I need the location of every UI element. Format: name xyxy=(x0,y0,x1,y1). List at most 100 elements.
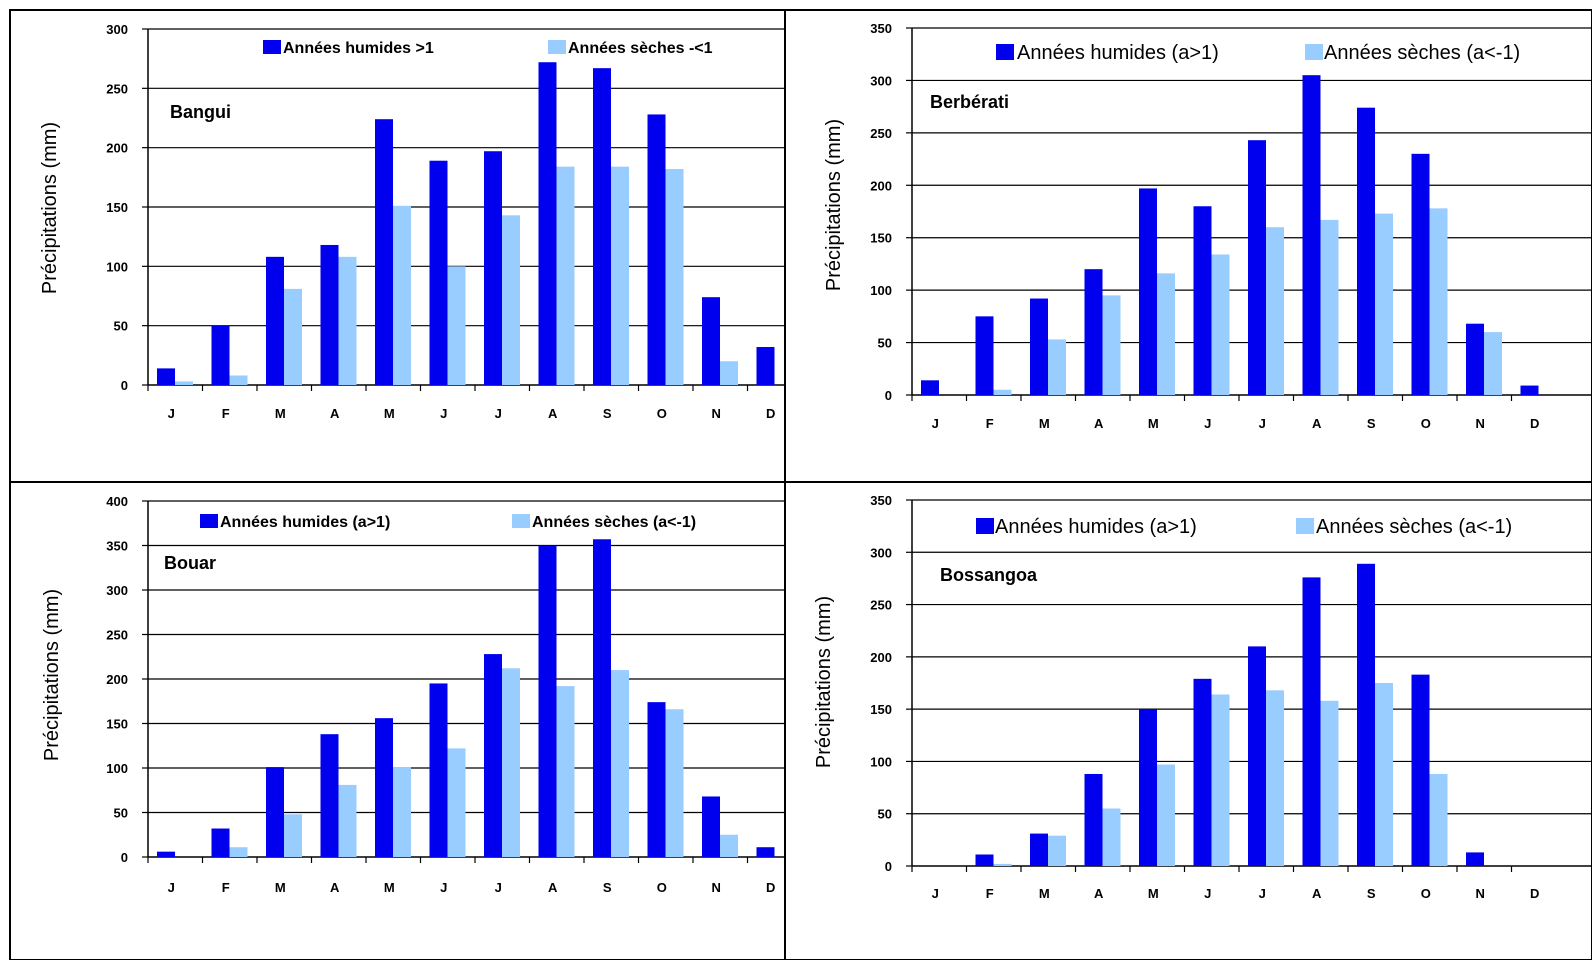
legend-label-dry: Années sèches (a<-1) xyxy=(532,514,696,531)
bar-dry-a-8 xyxy=(1320,700,1339,866)
x-tick-label: A xyxy=(330,406,340,421)
x-tick-label: M xyxy=(1039,416,1050,431)
x-tick-label: O xyxy=(1421,416,1431,431)
x-tick-label: F xyxy=(986,416,994,431)
legend-swatch-wet xyxy=(200,514,218,528)
y-tick-label: 150 xyxy=(106,717,128,732)
bar-dry-s-9 xyxy=(611,166,629,385)
bar-wet-j-6 xyxy=(429,160,448,385)
bar-wet-j-7 xyxy=(1248,140,1266,395)
chart-panel-berberati: 0 50 100 150 200 250 300 350 J F M A M J J A S O N D Précipi… xyxy=(784,9,1592,483)
y-axis-label: Précipitations (mm) xyxy=(813,596,835,768)
bar-wet-a-8 xyxy=(1302,577,1321,866)
y-tick-label: 100 xyxy=(106,259,128,274)
bar-dry-a-4 xyxy=(338,784,357,857)
bar-dry-n-11 xyxy=(720,361,738,385)
bar-wet-o-10 xyxy=(1411,153,1430,395)
chart-panel-bossangoa: 0 50 100 150 200 250 300 350 J F M A M J J A S O N D Précipi… xyxy=(784,481,1592,960)
y-axis-label: Précipitations (mm) xyxy=(41,589,63,761)
y-tick-label: 350 xyxy=(106,539,128,554)
x-tick-label: D xyxy=(1530,416,1539,431)
x-tick-label: J xyxy=(440,406,447,421)
bar-wet-m-5 xyxy=(1139,709,1157,866)
x-tick-label: S xyxy=(1367,416,1376,431)
bar-wet-m-3 xyxy=(1030,833,1048,866)
bar-dry-j-7 xyxy=(1266,227,1284,395)
bar-dry-m-5 xyxy=(1157,273,1175,395)
x-tick-label: O xyxy=(657,406,667,421)
bar-dry-j-7 xyxy=(1266,690,1284,866)
y-tick-label: 400 xyxy=(106,494,128,509)
x-tick-label: O xyxy=(1421,886,1431,901)
bar-wet-j-7 xyxy=(1248,646,1266,866)
bar-dry-m-5 xyxy=(393,205,411,385)
x-tick-label: D xyxy=(1530,886,1539,901)
bar-wet-m-5 xyxy=(1139,188,1157,395)
y-tick-label: 0 xyxy=(121,850,128,865)
bar-dry-f-2 xyxy=(229,375,248,385)
x-tick-label: M xyxy=(1039,886,1050,901)
y-tick-label: 300 xyxy=(870,73,892,88)
bar-wet-m-3 xyxy=(1030,298,1048,395)
x-tick-label: D xyxy=(766,406,775,421)
y-tick-label: 350 xyxy=(870,21,892,36)
bar-dry-o-10 xyxy=(665,169,684,385)
x-tick-label: F xyxy=(222,880,230,895)
y-tick-label: 250 xyxy=(106,81,128,96)
bar-wet-m-3 xyxy=(266,767,284,857)
legend-label-dry: Années sèches -<1 xyxy=(568,40,713,57)
bar-dry-j-6 xyxy=(447,266,466,385)
bar-wet-f-2 xyxy=(975,854,994,866)
y-tick-label: 300 xyxy=(106,22,128,37)
x-tick-label: M xyxy=(384,406,395,421)
bar-wet-j-7 xyxy=(484,654,502,857)
bar-dry-j-7 xyxy=(502,215,520,385)
y-tick-label: 0 xyxy=(885,859,892,874)
bars-group xyxy=(921,75,1539,395)
x-tick-label: D xyxy=(766,880,775,895)
y-tick-label: 0 xyxy=(885,388,892,403)
bar-wet-a-8 xyxy=(538,62,557,386)
legend-label-dry: Années sèches (a<-1) xyxy=(1316,516,1512,538)
bar-wet-f-2 xyxy=(211,325,230,385)
x-tick-label: M xyxy=(275,406,286,421)
legend-swatch-wet xyxy=(996,44,1014,60)
bar-dry-m-3 xyxy=(1048,339,1066,395)
bar-wet-f-2 xyxy=(211,828,230,857)
bar-wet-s-9 xyxy=(593,539,611,857)
x-tick-label: A xyxy=(330,880,340,895)
bar-dry-m-3 xyxy=(284,814,302,857)
x-tick-label: S xyxy=(1367,886,1376,901)
x-tick-label: J xyxy=(1259,886,1266,901)
x-tick-label: M xyxy=(275,880,286,895)
x-tick-label: J xyxy=(932,886,939,901)
bar-dry-n-11 xyxy=(720,834,738,857)
bar-wet-m-5 xyxy=(375,718,393,857)
y-tick-label: 50 xyxy=(114,319,128,334)
x-tick-label: J xyxy=(1204,886,1211,901)
y-tick-label: 150 xyxy=(106,200,128,215)
bar-wet-s-9 xyxy=(1357,107,1375,395)
x-tick-label: F xyxy=(986,886,994,901)
y-tick-label: 250 xyxy=(870,598,892,613)
x-tick-label: S xyxy=(603,880,612,895)
x-tick-label: O xyxy=(657,880,667,895)
legend-swatch-dry xyxy=(548,40,566,54)
bar-dry-f-2 xyxy=(993,863,1012,866)
bar-wet-a-4 xyxy=(320,244,339,385)
station-name: Bouar xyxy=(164,553,216,573)
bar-dry-j-7 xyxy=(502,668,520,857)
bar-dry-j-1 xyxy=(175,381,193,385)
bar-wet-o-10 xyxy=(647,702,666,857)
x-tick-label: A xyxy=(1094,886,1104,901)
bar-dry-a-4 xyxy=(338,256,357,385)
x-tick-label: A xyxy=(1094,416,1104,431)
bar-wet-j-1 xyxy=(157,368,175,385)
x-tick-label: M xyxy=(384,880,395,895)
y-tick-label: 300 xyxy=(106,583,128,598)
x-tick-label: J xyxy=(1204,416,1211,431)
x-tick-label: N xyxy=(712,406,721,421)
bar-dry-j-6 xyxy=(1211,694,1230,866)
